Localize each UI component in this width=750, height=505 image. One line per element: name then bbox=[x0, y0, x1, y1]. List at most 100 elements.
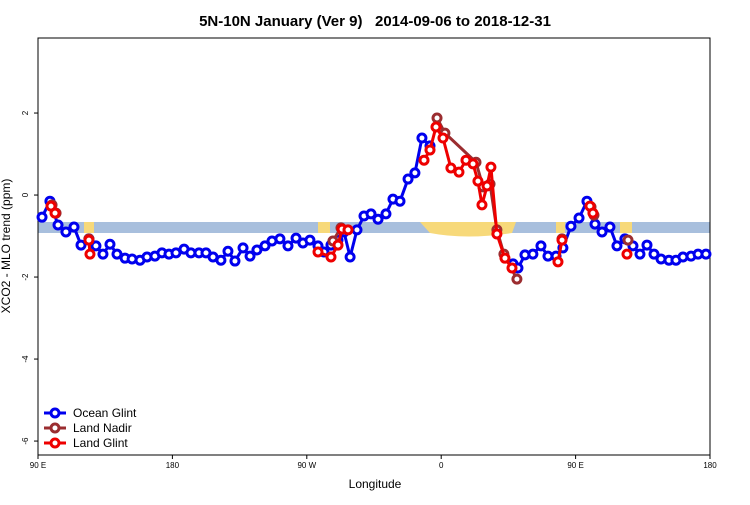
point bbox=[83, 234, 95, 246]
series-line bbox=[52, 118, 628, 279]
legend-label: Land Glint bbox=[73, 436, 128, 450]
series bbox=[36, 132, 712, 274]
point bbox=[467, 158, 479, 170]
x-axis-label: Longitude bbox=[349, 477, 402, 491]
point bbox=[634, 248, 646, 260]
series bbox=[47, 123, 631, 272]
point bbox=[75, 239, 87, 251]
chart-title: 5N-10N January (Ver 9) 2014-09-06 to 201… bbox=[199, 13, 551, 30]
point bbox=[506, 262, 518, 274]
point bbox=[527, 248, 539, 260]
legend-marker bbox=[49, 407, 61, 419]
point bbox=[485, 161, 497, 173]
point bbox=[573, 212, 585, 224]
legend-marker bbox=[49, 422, 61, 434]
point bbox=[476, 199, 488, 211]
point bbox=[111, 248, 123, 260]
x-tick-label: 0 bbox=[439, 461, 444, 470]
y-axis-label: XCO2 - MLO trend (ppm) bbox=[0, 179, 13, 314]
y-tick-label: -2 bbox=[21, 273, 30, 281]
point bbox=[52, 219, 64, 231]
point bbox=[237, 242, 249, 254]
point bbox=[97, 248, 109, 260]
legend-label: Land Nadir bbox=[73, 421, 132, 435]
legend-marker bbox=[49, 437, 61, 449]
point bbox=[274, 233, 286, 245]
point bbox=[453, 166, 465, 178]
point bbox=[365, 208, 377, 220]
point bbox=[60, 226, 72, 238]
point bbox=[416, 132, 428, 144]
point bbox=[430, 121, 442, 133]
point bbox=[244, 250, 256, 262]
point bbox=[215, 254, 227, 266]
point bbox=[511, 273, 523, 285]
plot-frame bbox=[37, 37, 711, 456]
y-tick-label: -6 bbox=[21, 437, 30, 445]
point bbox=[259, 240, 271, 252]
point bbox=[552, 256, 564, 268]
point bbox=[372, 213, 384, 225]
point bbox=[587, 207, 599, 219]
point bbox=[431, 112, 443, 124]
legend-label: Ocean Glint bbox=[73, 406, 137, 420]
point bbox=[90, 240, 102, 252]
point bbox=[36, 211, 48, 223]
point bbox=[565, 220, 577, 232]
point bbox=[418, 154, 430, 166]
point bbox=[380, 208, 392, 220]
point bbox=[344, 251, 356, 263]
series-line bbox=[40, 135, 706, 271]
point bbox=[621, 248, 633, 260]
point bbox=[535, 240, 547, 252]
point bbox=[641, 239, 653, 251]
point bbox=[68, 221, 80, 233]
point bbox=[409, 167, 421, 179]
point bbox=[222, 245, 234, 257]
point bbox=[282, 240, 294, 252]
point bbox=[589, 218, 601, 230]
point bbox=[491, 228, 503, 240]
point bbox=[394, 195, 406, 207]
point bbox=[622, 234, 634, 246]
x-tick-label: 180 bbox=[703, 461, 717, 470]
point bbox=[611, 240, 623, 252]
land-patch bbox=[84, 222, 94, 233]
point bbox=[424, 144, 436, 156]
land-patch bbox=[556, 222, 565, 233]
point bbox=[312, 246, 324, 258]
point bbox=[332, 239, 344, 251]
point bbox=[351, 224, 363, 236]
point bbox=[84, 248, 96, 260]
ocean-strip bbox=[38, 222, 710, 233]
point bbox=[437, 132, 449, 144]
point bbox=[556, 234, 568, 246]
point bbox=[49, 207, 61, 219]
x-tick-label: 90 E bbox=[30, 461, 46, 470]
y-tick-label: 0 bbox=[21, 192, 30, 197]
land-patch bbox=[318, 222, 330, 233]
point bbox=[648, 248, 660, 260]
point bbox=[402, 173, 414, 185]
point bbox=[445, 162, 457, 174]
point bbox=[596, 226, 608, 238]
point bbox=[290, 232, 302, 244]
x-tick-label: 180 bbox=[166, 461, 180, 470]
x-tick-label: 90 E bbox=[567, 461, 583, 470]
point bbox=[604, 221, 616, 233]
y-tick-label: -4 bbox=[21, 355, 30, 363]
x-tick-label: 90 W bbox=[297, 461, 316, 470]
point bbox=[700, 248, 712, 260]
point bbox=[304, 234, 316, 246]
point bbox=[251, 244, 263, 256]
point bbox=[229, 255, 241, 267]
point bbox=[104, 238, 116, 250]
point bbox=[342, 224, 354, 236]
land-patch bbox=[620, 222, 632, 233]
point bbox=[499, 252, 511, 264]
point bbox=[325, 251, 337, 263]
point bbox=[481, 180, 493, 192]
y-tick-label: 2 bbox=[21, 110, 30, 115]
